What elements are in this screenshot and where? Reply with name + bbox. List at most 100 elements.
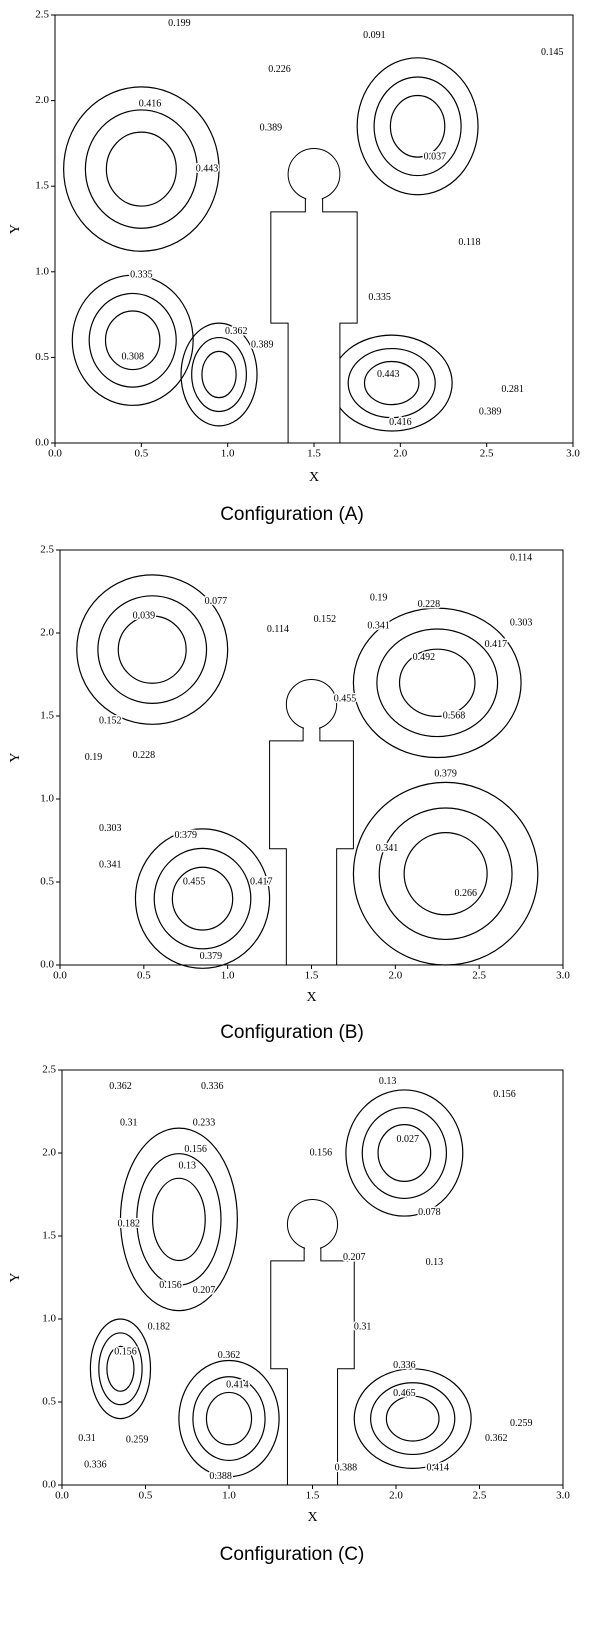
x-tick-label: 2.0 bbox=[389, 1490, 403, 1502]
x-tick-label: 3.0 bbox=[566, 448, 580, 460]
contour-label: 0.455 bbox=[183, 876, 206, 887]
contour-label: 0.336 bbox=[393, 1360, 416, 1371]
y-tick-label: 1.5 bbox=[42, 1230, 56, 1242]
streamline bbox=[385, 1395, 440, 1442]
contour-label: 0.341 bbox=[376, 843, 399, 854]
streamline bbox=[403, 832, 488, 916]
streamline bbox=[178, 1359, 280, 1478]
streamline bbox=[88, 292, 177, 388]
contour-label: 0.259 bbox=[510, 1418, 533, 1429]
contour-label: 0.078 bbox=[418, 1207, 441, 1218]
contour-label: 0.341 bbox=[99, 860, 122, 871]
contour-label: 0.389 bbox=[479, 406, 502, 417]
y-tick-label: 2.0 bbox=[40, 627, 54, 639]
panel: 0.0 0.5 1.0 1.5 2.0 2.5 3.0 0.0 0.5 1.0 1.5 2.0 2.5 0… bbox=[8, 544, 570, 1043]
streamline bbox=[361, 1106, 448, 1200]
contour-label: 0.414 bbox=[427, 1463, 450, 1474]
y-tick-label: 0.5 bbox=[35, 351, 49, 363]
contour-label: 0.417 bbox=[485, 639, 508, 650]
y-tick-label: 0.0 bbox=[40, 959, 54, 971]
contour-label: 0.228 bbox=[418, 599, 441, 610]
y-tick-label: 2.5 bbox=[42, 1064, 56, 1076]
contour-label: 0.182 bbox=[118, 1219, 141, 1230]
obstacle-body bbox=[270, 1245, 355, 1486]
streamline bbox=[104, 310, 161, 371]
contour-label: 0.156 bbox=[159, 1280, 182, 1291]
contour-label: 0.13 bbox=[179, 1161, 197, 1172]
y-tick-label: 2.5 bbox=[40, 544, 54, 556]
obstacle-body bbox=[270, 195, 358, 444]
streamline bbox=[363, 360, 420, 406]
contour-label: 0.077 bbox=[205, 596, 228, 607]
contour-label: 0.379 bbox=[200, 951, 223, 962]
streamline bbox=[347, 347, 436, 419]
streamline bbox=[84, 109, 198, 229]
contour-label: 0.389 bbox=[251, 340, 274, 351]
streamline bbox=[153, 847, 252, 950]
x-tick-label: 1.0 bbox=[221, 448, 235, 460]
contour-label: 0.145 bbox=[541, 47, 564, 58]
streamline bbox=[378, 807, 513, 941]
obstacle-neck bbox=[304, 1240, 321, 1258]
contour-label: 0.207 bbox=[343, 1252, 366, 1263]
y-tick-label: 1.5 bbox=[35, 180, 49, 192]
streamline bbox=[201, 350, 237, 399]
streamline bbox=[117, 615, 187, 684]
caption: Configuration (A) bbox=[220, 504, 364, 525]
contour-label: 0.443 bbox=[196, 163, 219, 174]
contour-label: 0.037 bbox=[424, 151, 447, 162]
contour-label: 0.152 bbox=[99, 715, 122, 726]
contour-label: 0.303 bbox=[99, 823, 122, 834]
contour-label: 0.156 bbox=[114, 1346, 137, 1357]
contour-label: 0.341 bbox=[367, 621, 390, 632]
contour-label: 0.266 bbox=[455, 888, 478, 899]
contour-label: 0.156 bbox=[310, 1147, 333, 1158]
contour-label: 0.233 bbox=[193, 1117, 216, 1128]
contour-label: 0.19 bbox=[370, 592, 388, 603]
contour-label: 0.389 bbox=[260, 122, 283, 133]
contour-label: 0.568 bbox=[443, 710, 466, 721]
contour-label: 0.114 bbox=[510, 553, 532, 564]
obstacle-body bbox=[269, 725, 354, 966]
obstacle-neck bbox=[303, 720, 320, 738]
streamline bbox=[89, 1318, 152, 1420]
contour-label: 0.31 bbox=[354, 1322, 372, 1333]
contour-label: 0.31 bbox=[78, 1433, 96, 1444]
y-tick-label: 2.0 bbox=[35, 94, 49, 106]
streamline bbox=[205, 1391, 253, 1446]
contour-label: 0.362 bbox=[109, 1081, 132, 1092]
contour-label: 0.156 bbox=[493, 1089, 516, 1100]
y-tick-label: 0.0 bbox=[35, 437, 49, 449]
contour-label: 0.443 bbox=[377, 369, 400, 380]
contour-label: 0.19 bbox=[85, 752, 103, 763]
streamline bbox=[373, 76, 462, 177]
contour-label: 0.226 bbox=[268, 64, 291, 75]
caption: Configuration (B) bbox=[220, 1022, 364, 1043]
streamline bbox=[76, 574, 229, 725]
streamline bbox=[345, 1089, 464, 1217]
streamline bbox=[71, 274, 194, 406]
streamline bbox=[377, 1124, 432, 1182]
y-tick-label: 1.0 bbox=[35, 265, 49, 277]
x-tick-label: 0.0 bbox=[53, 970, 67, 982]
x-tick-label: 0.0 bbox=[48, 448, 62, 460]
streamline bbox=[352, 607, 522, 759]
streamline bbox=[370, 1382, 456, 1456]
y-axis-label: Y bbox=[8, 224, 23, 234]
y-tick-label: 0.5 bbox=[40, 876, 54, 888]
streamline bbox=[389, 94, 446, 158]
streamline bbox=[97, 595, 208, 704]
y-axis-label: Y bbox=[8, 1272, 23, 1282]
x-tick-label: 3.0 bbox=[556, 970, 570, 982]
caption: Configuration (C) bbox=[220, 1544, 365, 1565]
streamline bbox=[106, 1345, 135, 1392]
x-tick-label: 1.0 bbox=[221, 970, 235, 982]
x-tick-label: 1.5 bbox=[307, 448, 321, 460]
contour-label: 0.039 bbox=[133, 611, 156, 622]
x-tick-label: 2.5 bbox=[480, 448, 494, 460]
contour-label: 0.091 bbox=[363, 30, 386, 41]
contour-label: 0.114 bbox=[267, 624, 289, 635]
streamline bbox=[105, 131, 177, 207]
contour-label: 0.414 bbox=[226, 1380, 249, 1391]
y-axis-label: Y bbox=[8, 752, 23, 762]
